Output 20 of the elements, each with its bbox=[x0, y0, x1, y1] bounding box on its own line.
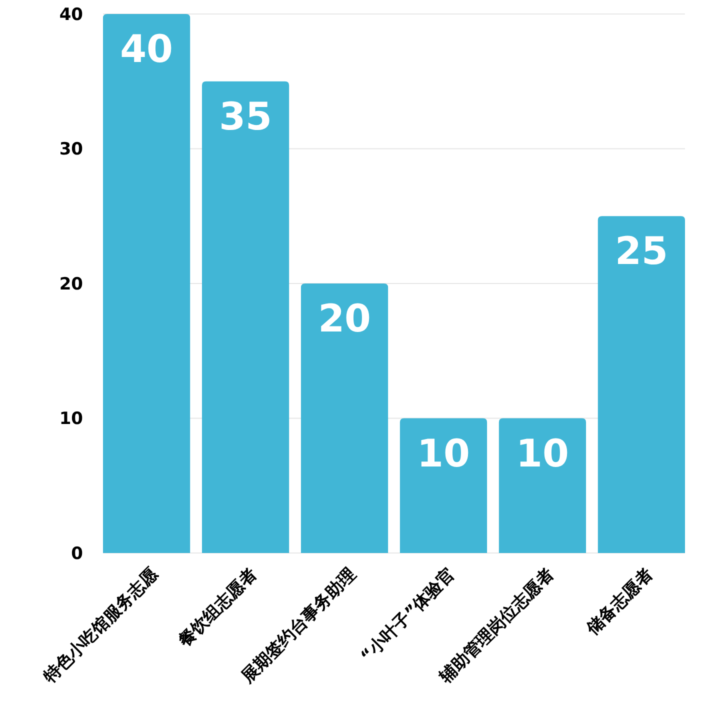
y-tick-label: 20 bbox=[59, 274, 84, 294]
bar bbox=[498, 418, 586, 553]
bar bbox=[202, 81, 290, 553]
data-label: 25 bbox=[615, 229, 668, 274]
bar bbox=[103, 14, 190, 553]
x-tick-label: 餐饮组志愿者 bbox=[174, 564, 262, 652]
data-label: 10 bbox=[516, 431, 569, 476]
y-tick-label: 30 bbox=[59, 140, 84, 160]
data-label: 10 bbox=[417, 431, 470, 476]
bar bbox=[300, 284, 388, 553]
data-label: 35 bbox=[219, 94, 272, 138]
x-tick-label: 特色小吃馆服务志愿 bbox=[39, 564, 163, 688]
y-tick-label: 0 bbox=[71, 544, 84, 564]
bar bbox=[400, 418, 488, 553]
bar bbox=[598, 216, 685, 553]
data-label: 40 bbox=[120, 27, 173, 71]
y-tick-label: 10 bbox=[59, 409, 84, 430]
x-tick-label: 储备志愿者 bbox=[582, 564, 658, 640]
y-tick-label: 40 bbox=[59, 4, 84, 25]
data-label: 20 bbox=[318, 296, 371, 340]
